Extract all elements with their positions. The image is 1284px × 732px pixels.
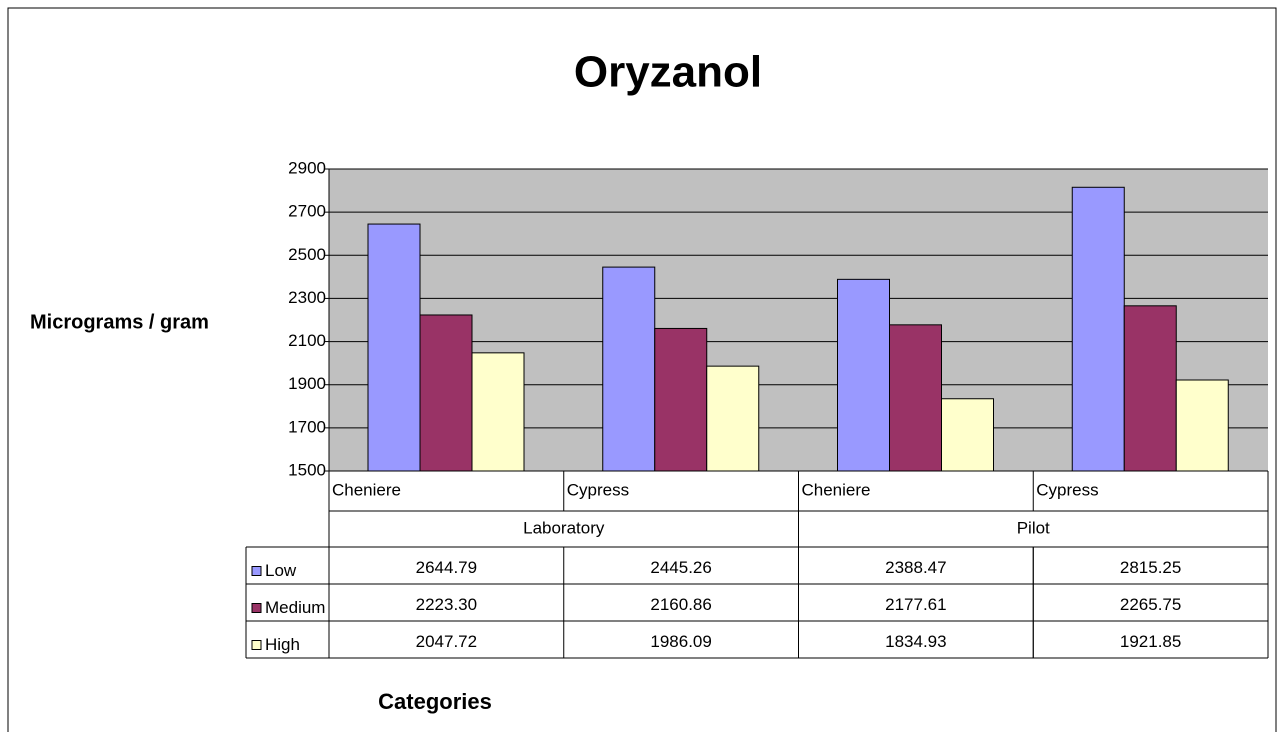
x-axis-label: Categories [378,689,492,714]
group-label: Pilot [1017,518,1050,537]
table-cell: 2644.79 [416,558,477,577]
bar [367,223,421,472]
bar [419,314,473,472]
table-cell: 2177.61 [885,595,946,614]
legend-swatch [251,640,262,650]
legend-label: Medium [265,598,325,617]
table-cell: 2265.75 [1120,595,1181,614]
y-tick-label: 2300 [288,288,326,307]
bar [1071,186,1125,472]
table-cell: 1834.93 [885,632,946,651]
legend-label: High [265,635,300,654]
bar [889,324,942,472]
bar [1175,379,1229,472]
y-tick-label: 2700 [288,202,326,221]
legend-swatch [251,603,262,613]
y-tick-label: 1500 [288,460,326,479]
table-cell: 2815.25 [1120,558,1181,577]
legend-swatch [251,566,262,576]
table-cell: 2388.47 [885,558,946,577]
bar [941,398,994,472]
y-tick-label: 1900 [288,374,326,393]
y-tick-label: 2100 [288,331,326,350]
y-axis-label: Micrograms / gram [30,311,209,333]
table-cell: 2160.86 [650,595,711,614]
table-cell: 2445.26 [650,558,711,577]
bar [1123,305,1177,472]
x-tick-label: Cypress [567,480,629,499]
group-label: Laboratory [523,518,605,537]
y-tick-label: 2500 [288,245,326,264]
table-cell: 2047.72 [416,632,477,651]
legend-label: Low [265,561,297,580]
chart-title: Oryzanol [574,48,762,97]
bar [602,266,656,472]
table-cell: 1921.85 [1120,632,1181,651]
y-tick-label: 2900 [288,158,326,177]
y-tick-label: 1700 [288,417,326,436]
x-tick-label: Cheniere [802,480,871,499]
bar [471,352,525,472]
bar [706,365,760,472]
table-cell: 2223.30 [416,595,477,614]
bar [837,278,890,472]
bar [654,327,708,472]
x-tick-label: Cypress [1036,480,1098,499]
table-cell: 1986.09 [650,632,711,651]
x-tick-label: Cheniere [332,480,401,499]
